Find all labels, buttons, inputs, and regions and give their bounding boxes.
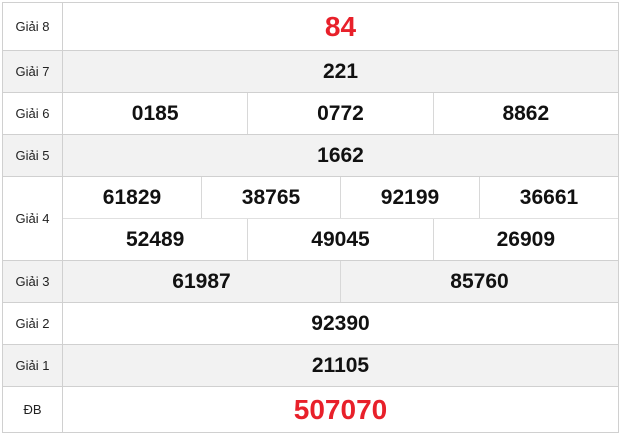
prize-number: 52489 — [125, 227, 185, 251]
prize-number: 507070 — [293, 393, 388, 425]
prize-values: 84 — [63, 3, 618, 50]
prize-subrow: 92390 — [63, 303, 618, 344]
prize-row: Giải 8 84 — [3, 3, 619, 51]
prize-number: 26909 — [432, 219, 618, 260]
prize-label: Giải 4 — [3, 177, 63, 260]
prize-number: 61829 — [102, 185, 162, 209]
prize-number: 61987 — [172, 269, 231, 293]
prize-row: Giải 7 221 — [3, 51, 619, 93]
prize-subrow: 1662 — [63, 135, 618, 176]
prize-row: Giải 2 92390 — [3, 303, 619, 345]
prize-subrow: 21105 — [63, 345, 618, 386]
prize-label: Giải 7 — [3, 51, 63, 92]
prize-label: Giải 2 — [3, 303, 63, 344]
prize-number: 8862 — [432, 93, 618, 134]
prize-number: 1662 — [317, 143, 364, 167]
prize-values: 21105 — [63, 345, 618, 386]
prize-label: Giải 3 — [3, 261, 63, 302]
prize-values: 1662 — [63, 135, 618, 176]
prize-number: 92390 — [311, 311, 370, 335]
prize-number: 85760 — [340, 261, 618, 302]
prize-number: 21105 — [311, 353, 370, 377]
prize-number: 0185 — [131, 101, 179, 125]
prize-number: 36661 — [479, 177, 618, 218]
prize-number: 38765 — [201, 177, 340, 218]
prize-row: Giải 1 21105 — [3, 345, 619, 387]
prize-number: 49045 — [247, 219, 432, 260]
prize-subrow: 507070 — [63, 387, 618, 432]
prize-values: 0185 0772 8862 — [63, 93, 618, 134]
prize-number: 221 — [322, 59, 359, 83]
prize-number: 84 — [324, 10, 357, 42]
prize-values: 61987 85760 — [63, 261, 618, 302]
prize-label: Giải 6 — [3, 93, 63, 134]
prize-subrow: 61829 38765 92199 36661 — [63, 177, 618, 218]
prize-subrow: 221 — [63, 51, 618, 92]
prize-label: Giải 1 — [3, 345, 63, 386]
prize-number: 92199 — [340, 177, 479, 218]
prize-values: 92390 — [63, 303, 618, 344]
prize-row: Giải 6 0185 0772 8862 — [3, 93, 619, 135]
prize-subrow: 0185 0772 8862 — [63, 93, 618, 134]
prize-row: Giải 3 61987 85760 — [3, 261, 619, 303]
prize-values: 507070 — [63, 387, 618, 432]
prize-values: 221 — [63, 51, 618, 92]
prize-number: 0772 — [247, 93, 432, 134]
prize-label: ĐB — [3, 387, 63, 432]
prize-subrow: 84 — [63, 3, 618, 50]
prize-subrow: 52489 49045 26909 — [63, 218, 618, 260]
prize-row: Giải 5 1662 — [3, 135, 619, 177]
prize-label: Giải 8 — [3, 3, 63, 50]
prize-row: Giải 4 61829 38765 92199 36661 52489 49045 2690… — [3, 177, 619, 261]
prize-values: 61829 38765 92199 36661 52489 49045 26909 — [63, 177, 618, 260]
prize-label: Giải 5 — [3, 135, 63, 176]
prize-subrow: 61987 85760 — [63, 261, 618, 302]
prize-row: ĐB 507070 — [3, 387, 619, 433]
